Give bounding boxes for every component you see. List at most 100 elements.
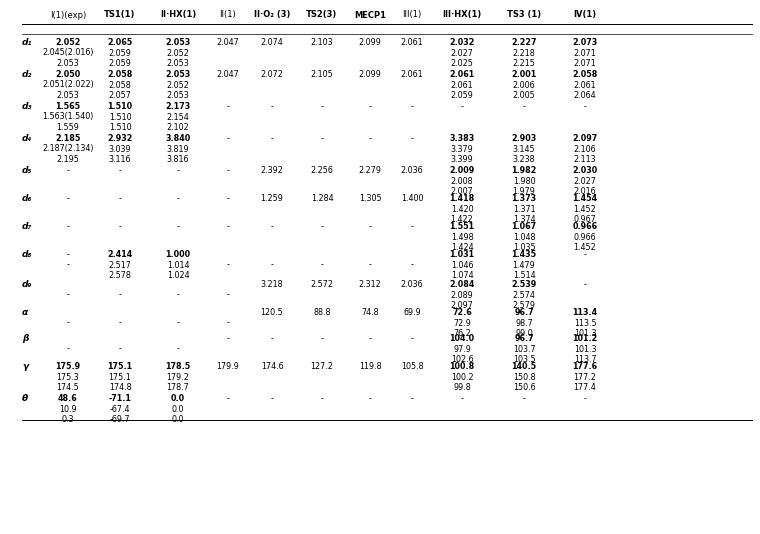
Text: III(1): III(1) [402,11,422,20]
Text: d₆: d₆ [22,194,33,203]
Text: TS2(3): TS2(3) [306,11,337,20]
Text: 2.001: 2.001 [511,70,537,79]
Text: 2.065: 2.065 [107,38,133,47]
Text: 103.7: 103.7 [513,344,535,354]
Text: 3.039: 3.039 [109,145,131,153]
Text: II(1): II(1) [220,11,236,20]
Text: 2.084: 2.084 [449,280,475,289]
Text: 2.185: 2.185 [55,134,81,143]
Text: 1.418: 1.418 [449,194,475,203]
Text: 2.052: 2.052 [166,81,189,90]
Text: -69.7: -69.7 [109,415,130,424]
Text: 2.173: 2.173 [166,102,191,111]
Text: -: - [226,334,230,343]
Text: d₂: d₂ [22,70,33,79]
Text: d₃: d₃ [22,102,33,111]
Text: -: - [523,394,525,403]
Text: 3.840: 3.840 [166,134,191,143]
Text: 1.510: 1.510 [107,102,132,111]
Text: 127.2: 127.2 [311,362,334,371]
Text: -: - [226,166,230,175]
Text: 2.218: 2.218 [513,49,535,58]
Text: -: - [176,222,179,231]
Text: -: - [226,222,230,231]
Text: 113.4: 113.4 [572,308,597,317]
Text: 2.064: 2.064 [574,91,597,100]
Text: 1.454: 1.454 [572,194,597,203]
Text: 113.7: 113.7 [574,355,597,364]
Text: 150.8: 150.8 [513,373,535,381]
Text: 69.9: 69.9 [403,308,421,317]
Text: -: - [176,290,179,300]
Text: 2.027: 2.027 [574,177,597,185]
Text: 2.036: 2.036 [401,280,423,289]
Text: 2.053: 2.053 [57,91,79,100]
Text: -: - [226,290,230,300]
Text: -: - [67,318,69,327]
Text: 2.007: 2.007 [451,187,473,196]
Text: 2.053: 2.053 [166,38,191,47]
Text: -: - [67,166,69,175]
Text: 0.0: 0.0 [172,404,184,413]
Text: -: - [321,261,324,270]
Text: 2.061: 2.061 [401,38,423,47]
Text: 174.6: 174.6 [261,362,283,371]
Text: 0.966: 0.966 [574,232,597,241]
Text: 119.8: 119.8 [359,362,382,371]
Text: -: - [584,280,587,289]
Text: 177.2: 177.2 [574,373,597,381]
Text: 0.0: 0.0 [172,415,184,424]
Text: 2.154: 2.154 [166,113,189,122]
Text: 2.574: 2.574 [512,290,536,300]
Text: d₈: d₈ [22,250,33,259]
Text: -: - [67,344,69,354]
Text: 2.061: 2.061 [574,81,597,90]
Text: 100.8: 100.8 [449,362,475,371]
Text: 1.000: 1.000 [166,250,191,259]
Text: -: - [321,134,324,143]
Text: 2.932: 2.932 [107,134,133,143]
Text: -: - [369,334,372,343]
Text: -: - [119,222,122,231]
Text: d₇: d₇ [22,222,33,231]
Text: -: - [461,102,464,111]
Text: d₁: d₁ [22,38,33,47]
Text: 1.980: 1.980 [513,177,535,185]
Text: 1.371: 1.371 [513,205,535,214]
Text: -: - [271,261,274,270]
Text: -: - [321,334,324,343]
Text: -: - [67,222,69,231]
Text: 1.031: 1.031 [449,250,474,259]
Text: 1.514: 1.514 [513,271,535,280]
Text: 174.8: 174.8 [109,383,131,392]
Text: 2.057: 2.057 [109,91,131,100]
Text: -: - [176,318,179,327]
Text: 76.2: 76.2 [453,329,471,338]
Text: 1.074: 1.074 [451,271,473,280]
Text: 2.047: 2.047 [217,38,239,47]
Text: 2.099: 2.099 [359,38,382,47]
Text: 2.008: 2.008 [451,177,473,185]
Text: 2.903: 2.903 [511,134,537,143]
Text: 2.053: 2.053 [166,91,189,100]
Text: -71.1: -71.1 [109,394,131,403]
Text: 1.014: 1.014 [166,261,189,270]
Text: 99.8: 99.8 [453,383,471,392]
Text: -: - [271,134,274,143]
Text: 2.059: 2.059 [451,91,473,100]
Text: 2.105: 2.105 [311,70,334,79]
Text: -: - [67,290,69,300]
Text: 10.9: 10.9 [59,404,77,413]
Text: 2.025: 2.025 [451,59,473,68]
Text: d₅: d₅ [22,166,33,175]
Text: -: - [410,134,413,143]
Text: -: - [119,194,122,203]
Text: 1.305: 1.305 [359,194,382,203]
Text: 2.030: 2.030 [572,166,597,175]
Text: 2.058: 2.058 [109,81,131,90]
Text: 2.061: 2.061 [401,70,423,79]
Text: 2.052: 2.052 [55,38,81,47]
Text: 72.6: 72.6 [452,308,472,317]
Text: 120.5: 120.5 [261,308,283,317]
Text: 2.005: 2.005 [513,91,535,100]
